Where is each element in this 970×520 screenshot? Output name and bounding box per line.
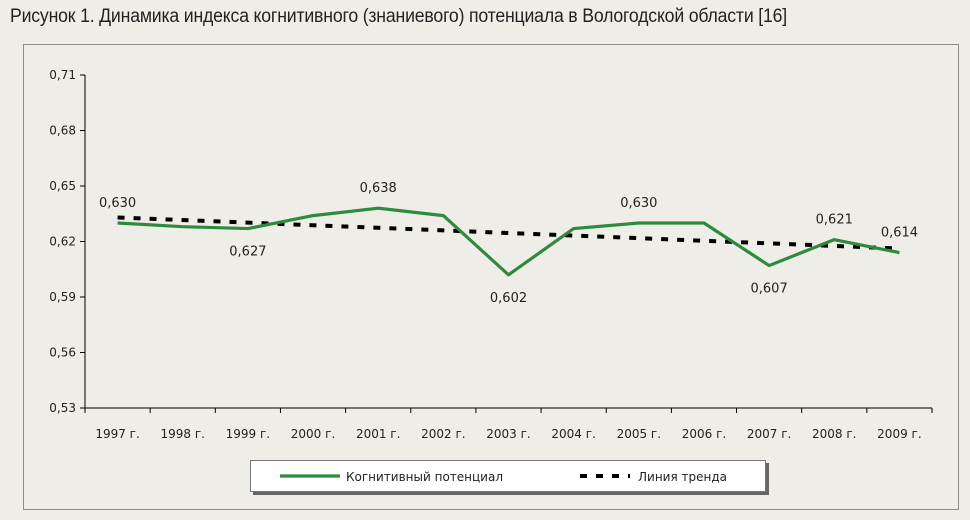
x-tick-label: 2004 г. (551, 427, 595, 441)
x-tick-label: 2006 г. (682, 427, 726, 441)
series-group (117, 206, 900, 277)
x-tick-label: 2000 г. (291, 427, 335, 441)
data-label: 0,630 (620, 196, 657, 211)
x-tick-label: 2005 г. (617, 427, 661, 441)
x-tick-label: 1999 г. (226, 427, 270, 441)
data-label: 0,638 (360, 181, 397, 196)
figure-title: Рисунок 1. Динамика индекса когнитивного… (10, 6, 787, 27)
x-tick-label: 2001 г. (356, 427, 400, 441)
y-tick-label: 0,53 (49, 401, 76, 415)
data-labels: 0,630 0,627 0,638 0,602 0,630 0,607 0,621 0,614 (99, 181, 918, 306)
axes (84, 75, 932, 409)
x-tick-label: 1998 г. (160, 427, 204, 441)
trend-line (117, 215, 900, 251)
y-tick-label: 0,68 (49, 124, 76, 138)
y-axis-ticks: 0,53 0,56 0,59 0,62 0,65 0,68 0,71 (49, 68, 85, 415)
x-tick-label: 2007 г. (747, 427, 791, 441)
y-tick-label: 0,59 (49, 290, 76, 304)
x-axis-ticks: 1997 г. 1998 г. 1999 г. 2000 г. 2001 г. 2002 … (84, 408, 933, 441)
data-label: 0,614 (881, 226, 918, 241)
data-label: 0,602 (490, 291, 527, 306)
x-tick-label: 2008 г. (812, 427, 856, 441)
x-tick-label: 2003 г. (486, 427, 530, 441)
data-label: 0,607 (751, 282, 788, 297)
y-tick-label: 0,56 (49, 346, 76, 360)
data-label: 0,627 (229, 245, 266, 260)
y-tick-label: 0,71 (49, 68, 76, 82)
x-tick-label: 2009 г. (877, 427, 921, 441)
x-tick-label: 1997 г. (95, 427, 139, 441)
cognitive-potential-line (117, 206, 900, 277)
data-label: 0,630 (99, 196, 136, 211)
y-tick-label: 0,62 (49, 235, 76, 249)
legend (250, 460, 766, 492)
data-label: 0,621 (816, 213, 853, 228)
x-tick-label: 2002 г. (421, 427, 465, 441)
chart-frame (23, 44, 959, 510)
y-tick-label: 0,65 (49, 179, 76, 193)
